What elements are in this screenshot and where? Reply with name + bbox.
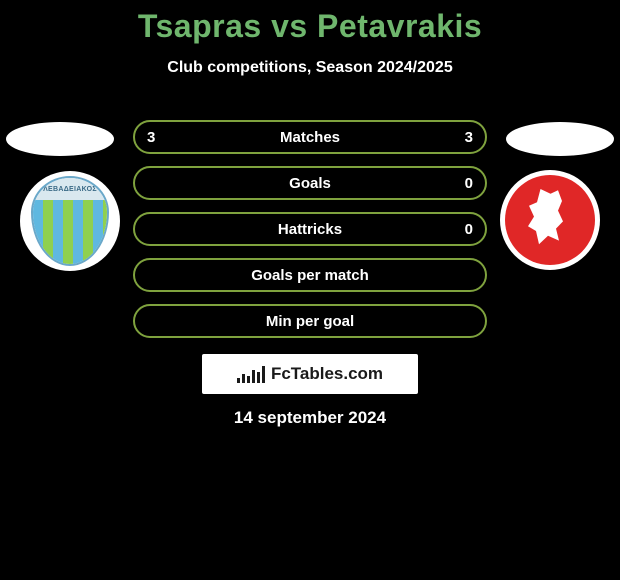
stat-right-value: 3 bbox=[465, 129, 473, 146]
branding-bars-icon bbox=[237, 365, 265, 383]
branding-text: FcTables.com bbox=[271, 364, 383, 384]
stat-label: Goals bbox=[289, 175, 331, 192]
club-badge-left: ΛΕΒΑΔΕΙΑΚΟΣ bbox=[20, 171, 120, 271]
stat-row-min-per-goal: Min per goal bbox=[133, 304, 487, 338]
stat-row-matches: 3 Matches 3 bbox=[133, 120, 487, 154]
player2-name: Petavrakis bbox=[317, 8, 482, 44]
stat-label: Goals per match bbox=[251, 267, 369, 284]
stat-label: Hattricks bbox=[278, 221, 342, 238]
stat-row-goals: Goals 0 bbox=[133, 166, 487, 200]
club-crest-left-stripes bbox=[33, 200, 107, 264]
stat-row-goals-per-match: Goals per match bbox=[133, 258, 487, 292]
stat-left-value: 3 bbox=[147, 129, 155, 146]
stat-label: Matches bbox=[280, 129, 340, 146]
club-badge-right bbox=[500, 170, 600, 270]
stat-label: Min per goal bbox=[266, 313, 354, 330]
player1-marker bbox=[6, 122, 114, 156]
stats-container: 3 Matches 3 Goals 0 Hattricks 0 Goals pe… bbox=[133, 120, 487, 350]
title-vs: vs bbox=[271, 8, 308, 44]
comparison-title: Tsapras vs Petavrakis bbox=[0, 0, 620, 45]
club-crest-left: ΛΕΒΑΔΕΙΑΚΟΣ bbox=[31, 176, 109, 266]
player2-marker bbox=[506, 122, 614, 156]
subtitle: Club competitions, Season 2024/2025 bbox=[0, 59, 620, 77]
stat-right-value: 0 bbox=[465, 175, 473, 192]
stat-row-hattricks: Hattricks 0 bbox=[133, 212, 487, 246]
club-crest-right bbox=[505, 175, 595, 265]
date-text: 14 september 2024 bbox=[0, 408, 620, 428]
stat-right-value: 0 bbox=[465, 221, 473, 238]
branding-logo: FcTables.com bbox=[202, 354, 418, 394]
player1-name: Tsapras bbox=[138, 8, 262, 44]
club-crest-left-band: ΛΕΒΑΔΕΙΑΚΟΣ bbox=[33, 178, 107, 200]
